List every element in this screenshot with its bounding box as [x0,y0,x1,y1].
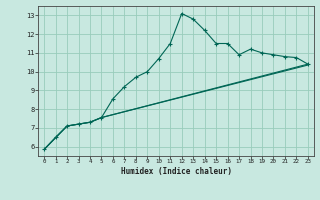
X-axis label: Humidex (Indice chaleur): Humidex (Indice chaleur) [121,167,231,176]
